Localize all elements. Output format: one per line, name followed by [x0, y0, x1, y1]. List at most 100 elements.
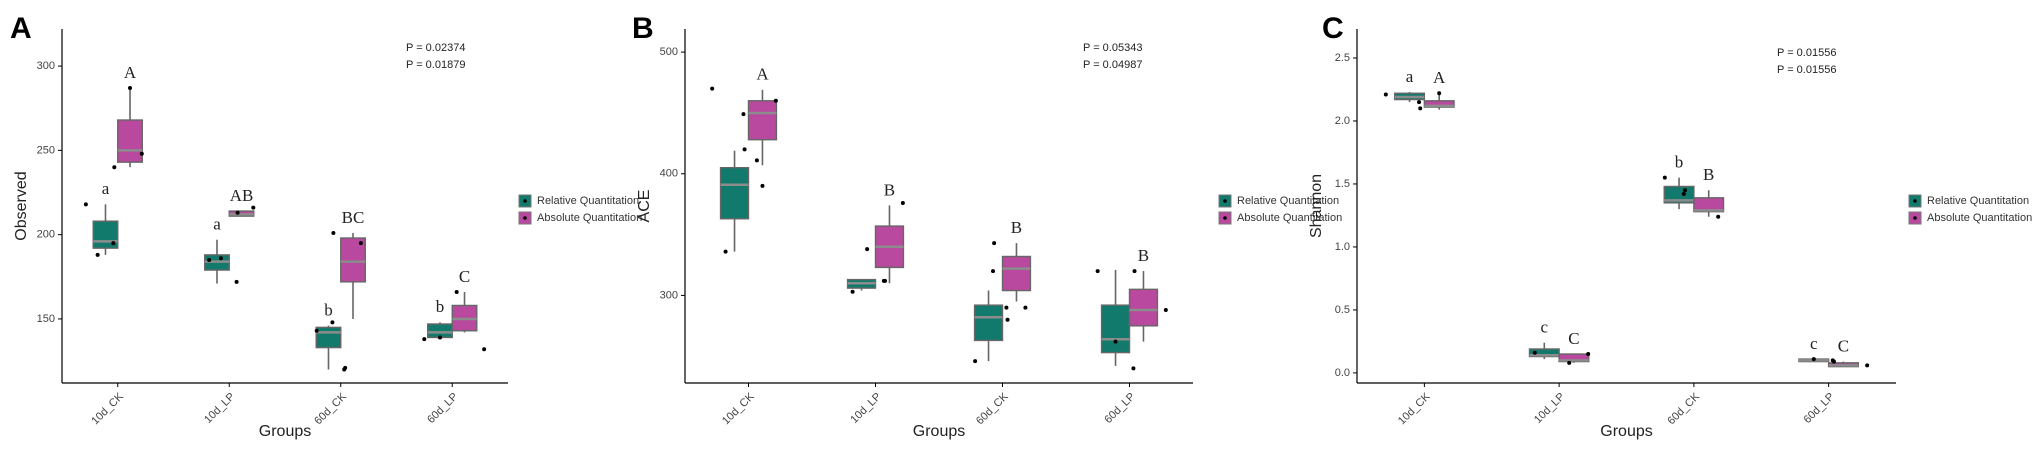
data-point: [314, 328, 319, 333]
y-tick-label: 300: [37, 60, 55, 72]
data-point: [1383, 92, 1388, 97]
significance-letter: A: [1433, 68, 1446, 87]
y-tick-label: 2.0: [1335, 115, 1350, 127]
data-point: [1831, 359, 1836, 364]
data-point: [1437, 91, 1442, 96]
data-point: [218, 256, 223, 261]
data-point: [207, 257, 212, 262]
significance-letter: AB: [230, 186, 254, 205]
data-point: [1662, 175, 1667, 180]
x-tick-label: 10d_CK: [1396, 390, 1433, 427]
legend-label: Absolute Quantitation: [1237, 212, 1342, 224]
x-tick-label: 10d_LP: [848, 391, 883, 426]
p-value: P = 0.01556: [1777, 47, 1836, 59]
y-tick-label: 1.5: [1335, 178, 1350, 190]
data-point: [991, 269, 996, 274]
x-tick-label: 10d_LP: [1532, 391, 1567, 426]
y-tick-label: 500: [660, 46, 678, 58]
box: [1693, 197, 1725, 213]
data-point: [235, 210, 240, 215]
x-tick-label: 60d_LP: [425, 391, 460, 426]
y-tick-label: 300: [660, 289, 678, 301]
data-point: [760, 183, 765, 188]
box: [719, 166, 750, 220]
p-value: P = 0.01879: [406, 59, 465, 71]
legend-label: Absolute Quantitation: [537, 212, 642, 224]
box: [747, 100, 778, 141]
significance-letter: A: [124, 63, 137, 82]
p-value: P = 0.01556: [1777, 64, 1836, 76]
x-tick-label: 60d_CK: [1665, 390, 1702, 427]
x-axis-label: Groups: [1600, 423, 1652, 440]
box: [1100, 304, 1131, 354]
data-point: [1113, 339, 1118, 344]
y-axis-label: Shannon: [1308, 174, 1325, 238]
data-point: [710, 86, 715, 91]
data-point: [973, 359, 978, 364]
significance-letter: a: [102, 179, 110, 198]
box: [1001, 255, 1032, 292]
y-tick-label: 150: [37, 313, 55, 325]
x-tick-label: 60d_LP: [1102, 391, 1137, 426]
data-point: [1567, 360, 1572, 365]
p-value: P = 0.05343: [1083, 42, 1142, 54]
data-point: [128, 86, 133, 90]
data-point: [139, 151, 144, 156]
x-axis-label: Groups: [913, 423, 965, 440]
data-point: [1532, 350, 1537, 355]
x-tick-label: 60d_CK: [974, 390, 1011, 427]
legend-label: Relative Quantitation: [1237, 195, 1339, 207]
y-tick-label: 400: [660, 168, 678, 180]
data-point: [83, 202, 88, 207]
significance-letter: a: [213, 215, 221, 234]
box: [117, 119, 143, 163]
data-point: [992, 241, 997, 246]
legend-dot: [523, 199, 527, 203]
data-point: [1095, 269, 1100, 274]
significance-letter: C: [1838, 336, 1849, 355]
box: [427, 323, 453, 339]
x-tick-label: 10d_CK: [720, 390, 757, 427]
significance-letter: BC: [342, 208, 365, 227]
box: [1528, 348, 1560, 358]
significance-letter: B: [1703, 165, 1714, 184]
data-point: [882, 278, 887, 283]
panel-label: C: [1322, 12, 1344, 45]
y-axis-label: ACE: [636, 190, 653, 223]
data-point: [454, 289, 459, 294]
data-point: [1163, 308, 1168, 313]
data-point: [343, 365, 348, 370]
data-point: [331, 230, 336, 235]
legend-label: Absolute Quantitation: [1927, 212, 2032, 224]
data-point: [1005, 317, 1010, 322]
data-point: [1681, 192, 1686, 197]
data-point: [1023, 305, 1028, 310]
significance-letter: b: [436, 297, 445, 316]
data-point: [1132, 269, 1137, 274]
data-point: [742, 147, 747, 152]
data-point: [1716, 214, 1721, 219]
box: [1423, 100, 1455, 108]
legend-dot: [1223, 216, 1227, 220]
x-tick-label: 10d_CK: [89, 390, 126, 427]
panel-label: B: [632, 12, 654, 45]
data-point: [1865, 363, 1870, 368]
legend-dot: [523, 216, 527, 220]
x-tick-label: 60d_LP: [1801, 391, 1836, 426]
data-point: [437, 335, 442, 340]
data-point: [1004, 305, 1009, 310]
x-axis-label: Groups: [259, 423, 311, 440]
data-point: [330, 320, 335, 325]
legend-dot: [1913, 216, 1917, 220]
significance-letter: b: [324, 301, 333, 320]
data-point: [1682, 188, 1687, 193]
data-point: [95, 252, 100, 257]
data-point: [251, 205, 256, 210]
significance-letter: A: [756, 65, 769, 84]
x-tick-label: 60d_CK: [312, 390, 349, 427]
data-point: [1586, 352, 1591, 357]
x-tick-label: 10d_LP: [202, 391, 237, 426]
data-point: [422, 337, 427, 342]
data-point: [1131, 366, 1136, 371]
